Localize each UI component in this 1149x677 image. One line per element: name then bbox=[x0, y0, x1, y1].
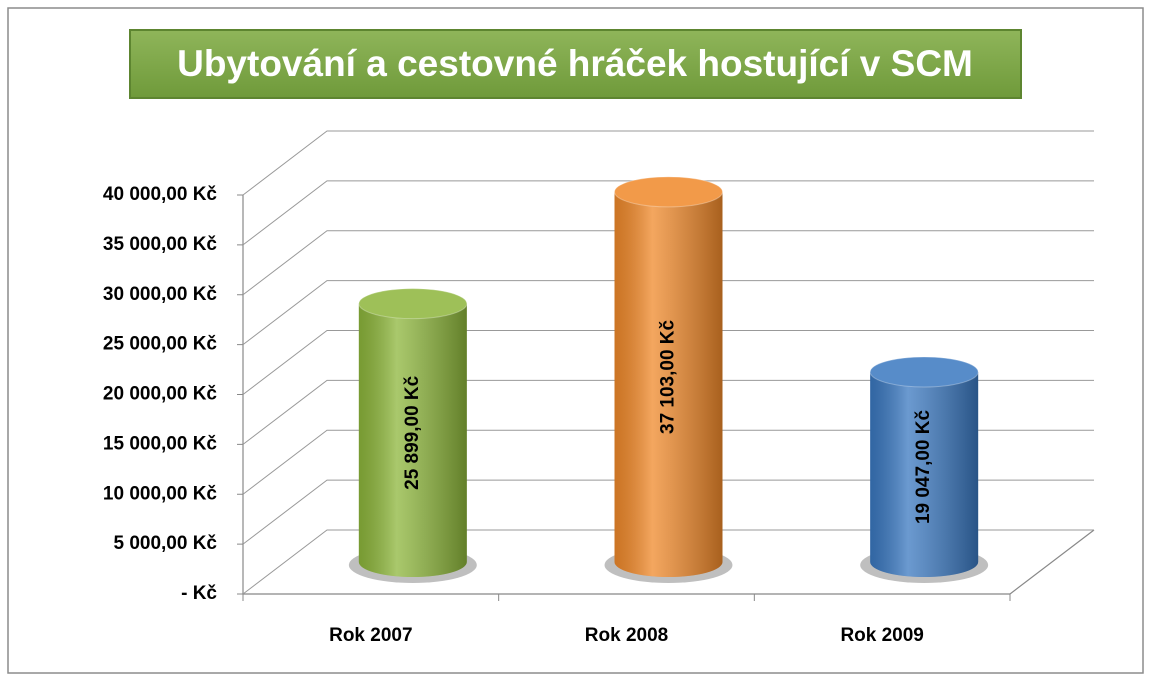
data-label: 37 103,00 Kč bbox=[658, 319, 679, 434]
bar-top bbox=[358, 288, 468, 320]
grid-line bbox=[242, 429, 1094, 495]
grid-line bbox=[242, 529, 1094, 595]
y-tick-label: 15 000,00 Kč bbox=[103, 433, 218, 454]
bar-top-light bbox=[870, 357, 979, 388]
chart-title: Ubytování a cestovné hráček hostující v … bbox=[177, 43, 973, 84]
grid-line bbox=[242, 230, 1094, 296]
bar-top-light bbox=[358, 288, 467, 319]
bar-highlight bbox=[870, 372, 979, 577]
bar-top bbox=[614, 176, 723, 208]
x-tick-label: Rok 2009 bbox=[840, 625, 923, 646]
data-label: 19 047,00 Kč bbox=[913, 410, 934, 525]
bar bbox=[869, 356, 979, 577]
y-tick-label: 35 000,00 Kč bbox=[103, 234, 218, 255]
bar-highlight bbox=[614, 191, 723, 577]
y-tick-label: 25 000,00 Kč bbox=[103, 334, 218, 355]
y-tick-label: 20 000,00 Kč bbox=[103, 384, 218, 405]
y-tick-label: - Kč bbox=[181, 583, 217, 604]
y-tick-label: 40 000,00 Kč bbox=[103, 184, 218, 205]
grid-line bbox=[242, 330, 1094, 395]
x-tick-label: Rok 2007 bbox=[329, 625, 412, 646]
grid-line bbox=[242, 180, 1094, 246]
y-tick-label: 10 000,00 Kč bbox=[103, 483, 218, 504]
grid-line bbox=[242, 130, 1094, 196]
x-tick-label: Rok 2008 bbox=[585, 625, 668, 646]
y-tick-label: 5 000,00 Kč bbox=[113, 533, 217, 554]
grid-line bbox=[242, 479, 1094, 545]
grid-line bbox=[242, 280, 1094, 346]
y-tick-label: 30 000,00 Kč bbox=[103, 284, 218, 305]
grid-line bbox=[242, 379, 1094, 445]
bar bbox=[614, 176, 723, 577]
data-label: 25 899,00 Kč bbox=[402, 375, 423, 490]
bar-top bbox=[869, 356, 979, 388]
bar-highlight bbox=[358, 303, 467, 577]
floor-edge bbox=[1009, 529, 1095, 595]
bar bbox=[358, 288, 468, 577]
title-box bbox=[129, 29, 1022, 99]
bar-top-light bbox=[614, 176, 723, 207]
